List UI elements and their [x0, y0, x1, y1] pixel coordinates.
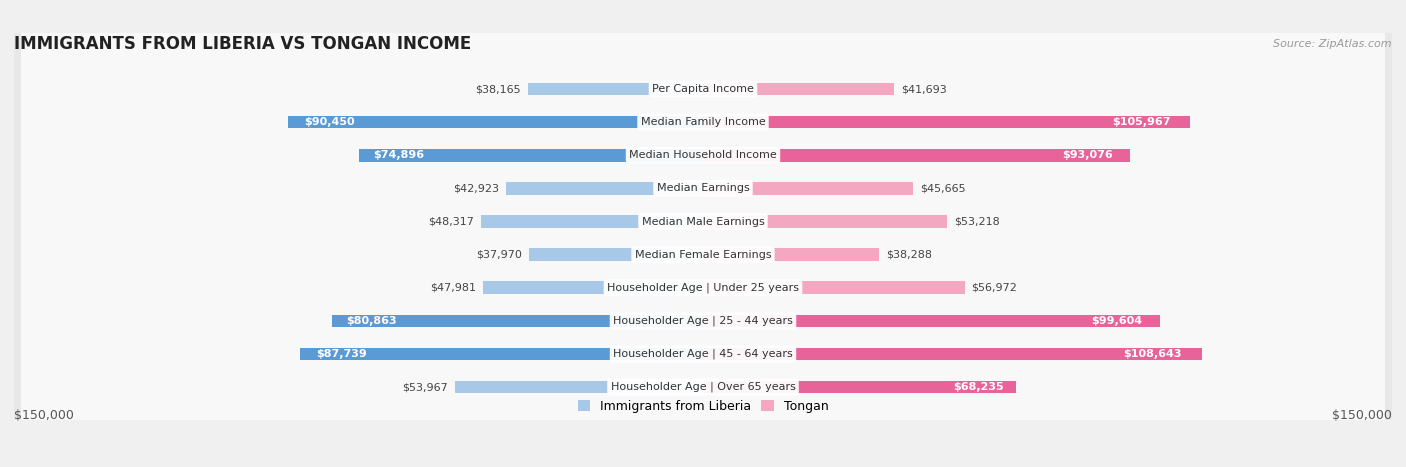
Text: Median Male Earnings: Median Male Earnings: [641, 217, 765, 226]
FancyBboxPatch shape: [21, 0, 1385, 467]
FancyBboxPatch shape: [529, 248, 703, 261]
FancyBboxPatch shape: [21, 0, 1385, 467]
FancyBboxPatch shape: [703, 282, 965, 294]
Text: $80,863: $80,863: [346, 316, 396, 326]
FancyBboxPatch shape: [10, 0, 1396, 467]
FancyBboxPatch shape: [703, 348, 1202, 361]
FancyBboxPatch shape: [359, 149, 703, 162]
FancyBboxPatch shape: [703, 182, 912, 195]
Text: Source: ZipAtlas.com: Source: ZipAtlas.com: [1274, 39, 1392, 50]
FancyBboxPatch shape: [527, 83, 703, 95]
Legend: Immigrants from Liberia, Tongan: Immigrants from Liberia, Tongan: [572, 395, 834, 418]
FancyBboxPatch shape: [703, 83, 894, 95]
Text: $42,923: $42,923: [453, 184, 499, 193]
FancyBboxPatch shape: [10, 0, 1396, 467]
Text: $74,896: $74,896: [373, 150, 423, 160]
FancyBboxPatch shape: [703, 248, 879, 261]
Text: Median Household Income: Median Household Income: [628, 150, 778, 160]
FancyBboxPatch shape: [21, 0, 1385, 467]
Text: $108,643: $108,643: [1123, 349, 1182, 359]
Text: Per Capita Income: Per Capita Income: [652, 84, 754, 94]
Text: Median Family Income: Median Family Income: [641, 117, 765, 127]
Text: IMMIGRANTS FROM LIBERIA VS TONGAN INCOME: IMMIGRANTS FROM LIBERIA VS TONGAN INCOME: [14, 35, 471, 53]
FancyBboxPatch shape: [21, 0, 1385, 467]
Text: $93,076: $93,076: [1063, 150, 1114, 160]
Text: Median Earnings: Median Earnings: [657, 184, 749, 193]
Text: $53,967: $53,967: [402, 382, 449, 392]
FancyBboxPatch shape: [703, 315, 1160, 327]
FancyBboxPatch shape: [703, 215, 948, 228]
Text: $38,165: $38,165: [475, 84, 520, 94]
FancyBboxPatch shape: [21, 0, 1385, 467]
FancyBboxPatch shape: [10, 0, 1396, 467]
Text: $68,235: $68,235: [953, 382, 1004, 392]
Text: $45,665: $45,665: [920, 184, 966, 193]
Text: $105,967: $105,967: [1112, 117, 1170, 127]
FancyBboxPatch shape: [10, 0, 1396, 467]
FancyBboxPatch shape: [456, 381, 703, 394]
Text: $41,693: $41,693: [901, 84, 948, 94]
Text: $150,000: $150,000: [14, 409, 75, 422]
Text: $47,981: $47,981: [430, 283, 475, 293]
FancyBboxPatch shape: [10, 0, 1396, 467]
FancyBboxPatch shape: [703, 381, 1017, 394]
FancyBboxPatch shape: [482, 282, 703, 294]
Text: $56,972: $56,972: [972, 283, 1018, 293]
Text: $37,970: $37,970: [475, 250, 522, 260]
FancyBboxPatch shape: [21, 0, 1385, 467]
Text: $90,450: $90,450: [304, 117, 354, 127]
Text: $150,000: $150,000: [1331, 409, 1392, 422]
Text: $38,288: $38,288: [886, 250, 932, 260]
FancyBboxPatch shape: [288, 116, 703, 128]
Text: $53,218: $53,218: [955, 217, 1000, 226]
Text: Householder Age | 25 - 44 years: Householder Age | 25 - 44 years: [613, 316, 793, 326]
Text: Householder Age | Under 25 years: Householder Age | Under 25 years: [607, 283, 799, 293]
Text: $99,604: $99,604: [1091, 316, 1142, 326]
FancyBboxPatch shape: [506, 182, 703, 195]
FancyBboxPatch shape: [299, 348, 703, 361]
Text: Householder Age | Over 65 years: Householder Age | Over 65 years: [610, 382, 796, 392]
Text: Median Female Earnings: Median Female Earnings: [634, 250, 772, 260]
Text: $48,317: $48,317: [429, 217, 474, 226]
FancyBboxPatch shape: [703, 149, 1130, 162]
FancyBboxPatch shape: [21, 0, 1385, 467]
FancyBboxPatch shape: [10, 0, 1396, 467]
FancyBboxPatch shape: [10, 0, 1396, 467]
FancyBboxPatch shape: [10, 0, 1396, 467]
FancyBboxPatch shape: [21, 0, 1385, 467]
Text: Householder Age | 45 - 64 years: Householder Age | 45 - 64 years: [613, 349, 793, 359]
FancyBboxPatch shape: [21, 0, 1385, 467]
Text: $87,739: $87,739: [316, 349, 367, 359]
FancyBboxPatch shape: [332, 315, 703, 327]
FancyBboxPatch shape: [10, 0, 1396, 467]
FancyBboxPatch shape: [481, 215, 703, 228]
FancyBboxPatch shape: [10, 0, 1396, 467]
FancyBboxPatch shape: [21, 0, 1385, 467]
FancyBboxPatch shape: [703, 116, 1189, 128]
